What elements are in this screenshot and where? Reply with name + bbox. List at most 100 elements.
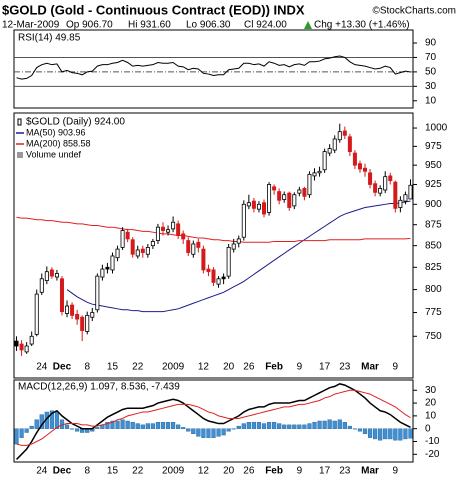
candle-body xyxy=(332,138,337,151)
histogram-bar xyxy=(246,422,251,429)
moving-average xyxy=(66,200,411,313)
y-tick-label: 950 xyxy=(425,160,442,171)
candle-body xyxy=(201,248,206,271)
quote-open: Op 906.70 xyxy=(66,20,113,31)
candle-body xyxy=(145,246,150,255)
candle-body xyxy=(352,152,357,166)
histogram-bar xyxy=(393,428,398,441)
candle-body xyxy=(383,176,388,191)
y-tick-label: 50 xyxy=(425,67,437,78)
x-tick-label: 9 xyxy=(393,362,399,373)
candle-body xyxy=(95,275,100,311)
histogram-bar xyxy=(287,424,292,429)
histogram-bar xyxy=(140,424,145,429)
up-arrow xyxy=(304,21,312,29)
histogram-bar xyxy=(125,420,130,429)
y-tick-label: -10 xyxy=(425,436,440,447)
x-tick-label: 9 xyxy=(393,466,399,477)
candle-body xyxy=(368,172,373,185)
histogram-bar xyxy=(120,419,125,429)
y-tick-label: 875 xyxy=(425,219,442,230)
histogram-bar xyxy=(312,422,317,429)
y-tick-label: 925 xyxy=(425,179,442,190)
histogram-bar xyxy=(191,428,196,435)
candle-body xyxy=(393,181,398,209)
quote-low: Lo 906.30 xyxy=(186,20,231,31)
histogram-bar xyxy=(105,422,110,429)
x-tick-label: Dec xyxy=(53,466,72,477)
histogram-bar xyxy=(352,428,358,430)
candle-body xyxy=(226,246,231,277)
histogram-bar xyxy=(176,424,181,429)
candle-body xyxy=(34,293,39,335)
candle-body xyxy=(166,229,171,233)
candle-body xyxy=(398,199,403,208)
quote-change: Chg +13.30 (+1.46%) xyxy=(314,20,410,31)
candle-body xyxy=(302,188,307,197)
histogram-bar xyxy=(115,420,120,429)
y-tick-label: 825 xyxy=(425,262,442,273)
candle-body xyxy=(297,189,302,194)
candle-body xyxy=(363,167,368,172)
candle-body xyxy=(246,202,251,207)
x-tick-label: 26 xyxy=(243,362,255,373)
histogram-bar xyxy=(29,425,34,429)
candle-body xyxy=(327,148,332,154)
x-tick-label: 22 xyxy=(132,466,144,477)
candle-body xyxy=(181,233,186,240)
histogram-bar xyxy=(388,428,393,440)
histogram-bar xyxy=(181,427,186,429)
candle-body xyxy=(241,203,246,238)
candle-body xyxy=(19,343,24,351)
histogram-bar xyxy=(408,428,413,439)
candle-body xyxy=(110,255,115,271)
x-tick-label: 9 xyxy=(297,362,303,373)
candle-body xyxy=(403,194,408,202)
candle-body xyxy=(135,249,140,257)
x-tick-label: 23 xyxy=(339,466,351,477)
legend-swatch xyxy=(17,152,23,158)
moving-average xyxy=(16,216,411,243)
histogram-bar xyxy=(272,422,277,429)
y-tick-label: 90 xyxy=(425,38,437,49)
y-tick-label: 0 xyxy=(425,423,431,434)
x-tick-label: Feb xyxy=(265,362,283,373)
histogram-bar xyxy=(357,428,363,432)
candle-body xyxy=(378,188,383,194)
candle-body xyxy=(105,266,110,270)
x-tick-label: 20 xyxy=(223,362,235,373)
candle-body xyxy=(59,278,64,313)
candle-body xyxy=(236,238,241,244)
candle-body xyxy=(75,314,80,320)
candle-body xyxy=(100,268,105,278)
candle-body xyxy=(272,186,277,191)
histogram-bar xyxy=(297,424,302,429)
histogram-bar xyxy=(277,423,282,429)
candle-body xyxy=(90,312,95,318)
histogram-bar xyxy=(95,427,100,429)
x-tick-label: 23 xyxy=(339,362,351,373)
legend-label: $GOLD (Daily) 924.00 xyxy=(26,117,125,128)
histogram-bar xyxy=(261,423,267,429)
histogram-bar xyxy=(211,428,216,438)
candle-body xyxy=(85,314,90,332)
x-tick-label: 24 xyxy=(36,362,48,373)
histogram-bar xyxy=(307,423,312,429)
histogram-bar xyxy=(24,428,29,433)
histogram-bar xyxy=(34,419,39,429)
candle-body xyxy=(256,203,261,210)
macd-line xyxy=(15,383,411,460)
histogram-bar xyxy=(69,428,75,430)
histogram-bar xyxy=(266,422,272,429)
x-tick-label: 17 xyxy=(319,362,331,373)
histogram-bar xyxy=(155,422,161,429)
histogram-bar xyxy=(367,428,373,438)
candle-body xyxy=(24,345,29,353)
x-tick-label: 2009 xyxy=(162,466,185,477)
candle-body xyxy=(262,202,267,215)
histogram-bar xyxy=(75,428,80,432)
histogram-bar xyxy=(322,420,327,429)
candle-body xyxy=(206,268,211,273)
quote-high: Hi 931.60 xyxy=(128,20,171,31)
candle-body xyxy=(155,226,160,241)
